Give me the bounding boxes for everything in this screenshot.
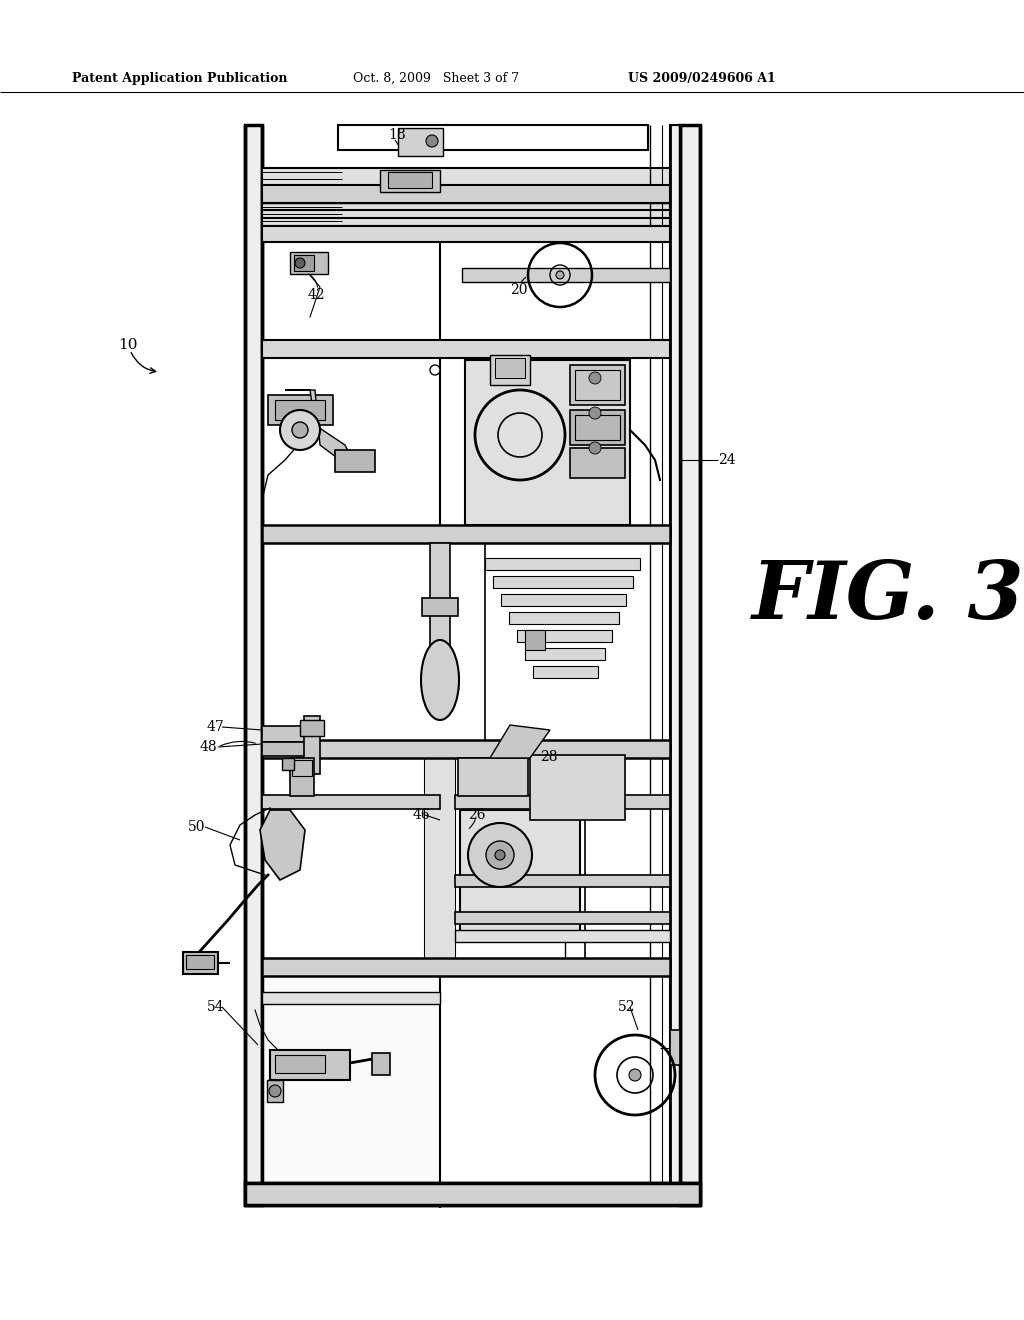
Bar: [525, 648, 605, 660]
Bar: [570, 366, 625, 405]
Circle shape: [589, 442, 601, 454]
Bar: [495, 358, 525, 378]
Text: 46: 46: [413, 808, 431, 822]
Bar: [262, 726, 317, 742]
Bar: [262, 341, 670, 358]
Circle shape: [295, 257, 305, 268]
Bar: [290, 252, 328, 275]
Bar: [275, 1055, 325, 1073]
Text: US 2009/0249606 A1: US 2009/0249606 A1: [628, 73, 776, 84]
Text: 54: 54: [207, 1001, 224, 1014]
Bar: [525, 630, 545, 649]
Circle shape: [589, 407, 601, 418]
Bar: [388, 172, 432, 187]
Bar: [262, 168, 670, 226]
Bar: [292, 760, 312, 776]
Polygon shape: [490, 725, 550, 758]
Bar: [490, 355, 530, 385]
Bar: [570, 411, 625, 445]
Text: 42: 42: [308, 288, 326, 302]
Text: 47: 47: [207, 719, 224, 734]
Circle shape: [486, 841, 514, 869]
Bar: [575, 414, 620, 440]
Bar: [282, 758, 294, 770]
Bar: [530, 755, 625, 820]
Polygon shape: [260, 810, 305, 880]
Bar: [304, 715, 319, 774]
Bar: [455, 912, 670, 924]
Text: 10: 10: [118, 338, 137, 352]
Bar: [183, 952, 218, 974]
Circle shape: [495, 850, 505, 861]
Bar: [267, 1080, 283, 1102]
Text: 48: 48: [200, 741, 218, 754]
Text: 18: 18: [388, 128, 406, 143]
Bar: [430, 543, 450, 673]
Circle shape: [589, 372, 601, 384]
Bar: [294, 255, 314, 271]
Bar: [670, 1030, 680, 1065]
Bar: [270, 1049, 350, 1080]
Text: Oct. 8, 2009   Sheet 3 of 7: Oct. 8, 2009 Sheet 3 of 7: [353, 73, 519, 84]
Polygon shape: [285, 389, 350, 459]
Bar: [262, 975, 440, 1206]
Bar: [425, 758, 455, 958]
Text: Patent Application Publication: Patent Application Publication: [72, 73, 288, 84]
Circle shape: [430, 366, 440, 375]
Bar: [338, 125, 648, 150]
Bar: [275, 400, 325, 420]
Circle shape: [629, 1069, 641, 1081]
Bar: [485, 558, 640, 570]
Bar: [509, 612, 618, 624]
Text: 24: 24: [718, 453, 735, 467]
Bar: [570, 447, 625, 478]
Bar: [186, 954, 214, 969]
Text: 26: 26: [468, 808, 485, 822]
Text: 20: 20: [510, 282, 527, 297]
Bar: [493, 576, 633, 587]
Bar: [398, 128, 443, 156]
Ellipse shape: [421, 640, 459, 719]
Bar: [262, 226, 670, 242]
Bar: [245, 1183, 700, 1205]
Bar: [335, 450, 375, 473]
Bar: [462, 268, 670, 282]
Circle shape: [292, 422, 308, 438]
Bar: [670, 125, 680, 1205]
Bar: [517, 630, 612, 642]
Bar: [372, 1053, 390, 1074]
Text: FIG. 3: FIG. 3: [752, 558, 1024, 635]
Bar: [455, 931, 670, 942]
Bar: [458, 758, 528, 796]
Bar: [245, 125, 262, 1205]
Bar: [262, 958, 670, 975]
Bar: [455, 795, 670, 809]
Bar: [460, 810, 580, 940]
Bar: [300, 719, 324, 737]
Bar: [262, 525, 670, 543]
Bar: [534, 667, 598, 678]
Circle shape: [556, 271, 564, 279]
Bar: [262, 795, 440, 809]
Bar: [262, 993, 440, 1005]
Bar: [680, 125, 700, 1205]
Bar: [262, 742, 317, 756]
Text: 52: 52: [618, 1001, 636, 1014]
Bar: [501, 594, 626, 606]
Bar: [262, 185, 670, 203]
Bar: [262, 741, 670, 758]
Text: 50: 50: [188, 820, 206, 834]
Bar: [380, 170, 440, 191]
Text: 28: 28: [540, 750, 557, 764]
Circle shape: [426, 135, 438, 147]
Circle shape: [280, 411, 319, 450]
Bar: [290, 758, 314, 796]
Bar: [465, 360, 630, 525]
Bar: [268, 395, 333, 425]
Circle shape: [269, 1085, 281, 1097]
Bar: [575, 370, 620, 400]
Bar: [455, 875, 670, 887]
Bar: [422, 598, 458, 616]
Circle shape: [468, 822, 532, 887]
